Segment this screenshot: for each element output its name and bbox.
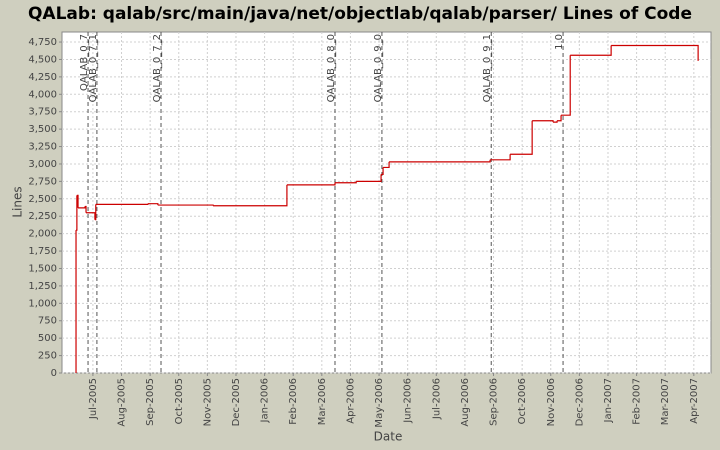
y-tick-label: 1,500 xyxy=(28,263,57,274)
y-tick-label: 2,500 xyxy=(28,194,57,205)
step-segment xyxy=(570,45,612,56)
y-tick-label: 1,000 xyxy=(28,298,57,309)
x-tick-label: Oct-2006 xyxy=(517,378,528,424)
marker-label: 1.0 xyxy=(554,34,565,50)
marker-label: QALAB_0_7_1 xyxy=(88,34,99,102)
step-segment xyxy=(157,204,214,206)
step-segment xyxy=(532,120,554,123)
x-tick-label: Feb-2006 xyxy=(288,378,299,425)
x-tick-label: Nov-2005 xyxy=(202,378,213,426)
step-segment xyxy=(95,203,149,205)
marker-label: QALAB_0_7 xyxy=(79,34,90,91)
y-tick-label: 3,000 xyxy=(28,159,57,170)
y-tick-label: 4,000 xyxy=(28,89,57,100)
y-tick-label: 3,500 xyxy=(28,124,57,135)
y-tick-label: 1,750 xyxy=(28,246,57,257)
x-tick-label: Feb-2007 xyxy=(632,378,643,425)
step-segment xyxy=(510,120,533,155)
y-tick-label: 250 xyxy=(38,351,57,362)
x-tick-label: Aug-2006 xyxy=(460,378,471,427)
y-tick-label: 4,250 xyxy=(28,72,57,83)
x-tick-label: Apr-2006 xyxy=(345,378,356,424)
x-tick-label: Dec-2006 xyxy=(574,378,585,426)
step-segment xyxy=(76,195,78,231)
x-tick-label: Sep-2006 xyxy=(489,378,500,426)
y-tick-label: 1,250 xyxy=(28,281,57,292)
step-segment xyxy=(94,204,97,221)
x-tick-label: Oct-2005 xyxy=(174,378,185,424)
step-segment xyxy=(76,194,79,208)
x-tick-label: Apr-2007 xyxy=(689,378,700,424)
x-tick-label: May-2006 xyxy=(374,378,385,428)
x-tick-label: Jun-2006 xyxy=(403,378,414,424)
x-tick-label: Jul-2005 xyxy=(88,378,99,420)
x-tick-label: Mar-2007 xyxy=(660,378,671,425)
step-segment xyxy=(78,206,86,209)
step-segment xyxy=(557,115,562,122)
step-segment xyxy=(490,154,511,161)
x-tick-label: Nov-2006 xyxy=(546,378,557,426)
y-tick-label: 500 xyxy=(38,333,57,344)
y-axis-title: Lines xyxy=(11,186,25,217)
x-tick-label: Jan-2006 xyxy=(260,378,271,423)
step-segment xyxy=(611,44,699,61)
y-tick-label: 2,250 xyxy=(28,211,57,222)
step-segment xyxy=(213,184,288,207)
x-tick-label: Mar-2006 xyxy=(317,378,328,425)
step-segment xyxy=(356,174,382,182)
marker-label: QALAB_0_7_2 xyxy=(152,34,163,102)
step-segment xyxy=(383,161,390,169)
y-tick-label: 2,000 xyxy=(28,229,57,240)
chart-title: QALab: qalab/src/main/java/net/objectlab… xyxy=(28,4,692,24)
y-tick-label: 2,750 xyxy=(28,176,57,187)
y-tick-label: 3,750 xyxy=(28,107,57,118)
x-tick-label: Aug-2005 xyxy=(117,378,128,427)
step-segment xyxy=(561,55,571,116)
y-tick-label: 750 xyxy=(38,316,57,327)
plot-area xyxy=(61,31,712,374)
x-tick-label: Sep-2005 xyxy=(145,378,156,426)
marker-label: QALAB_0_8_0 xyxy=(326,34,337,102)
y-tick-label: 0 xyxy=(51,368,57,379)
step-segment xyxy=(86,212,96,220)
x-axis-title: Date xyxy=(374,430,403,444)
step-segment xyxy=(381,167,384,176)
step-segment xyxy=(84,205,87,213)
step-segment xyxy=(389,159,491,163)
y-tick-label: 4,500 xyxy=(28,54,57,65)
marker-label: QALAB_0_9_1 xyxy=(482,34,493,102)
y-tick-label: 4,750 xyxy=(28,37,57,48)
x-tick-label: Jul-2006 xyxy=(431,378,442,420)
x-tick-label: Dec-2005 xyxy=(231,378,242,426)
step-segment xyxy=(286,182,336,186)
marker-label: QALAB_0_9_0 xyxy=(373,34,384,102)
x-tick-label: Jan-2007 xyxy=(603,378,614,423)
y-tick-label: 3,250 xyxy=(28,142,57,153)
